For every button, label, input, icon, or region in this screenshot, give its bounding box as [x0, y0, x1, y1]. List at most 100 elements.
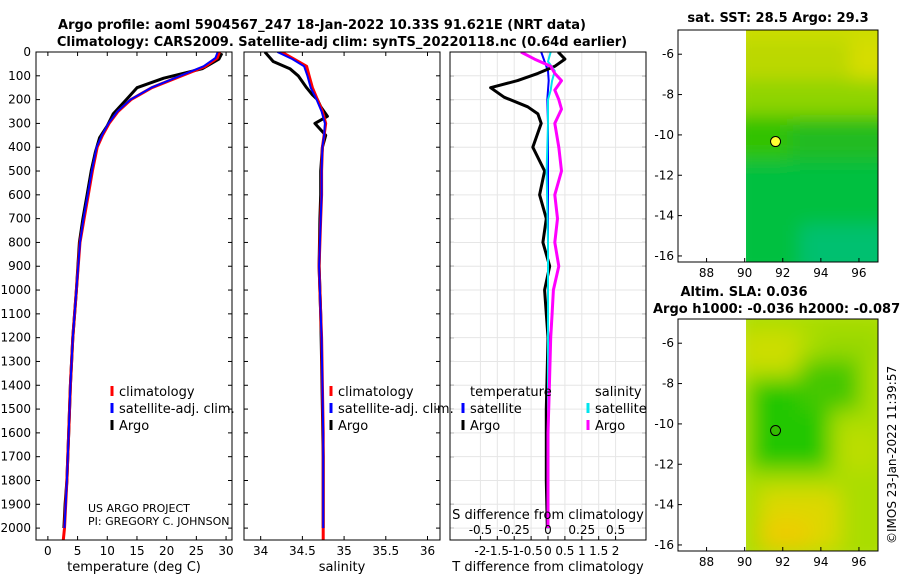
- map-lat-tick-label: -14: [654, 209, 674, 223]
- temperature-tick-label: 25: [189, 544, 204, 558]
- depth-tick-label: 700: [8, 212, 31, 226]
- sst-map-image: [746, 30, 878, 262]
- series-line-s-argo: [520, 52, 563, 529]
- credit-pi: PI: GREGORY C. JOHNSON: [88, 515, 229, 528]
- map-lat-tick-label: -12: [654, 168, 674, 182]
- salinity-series: [263, 52, 329, 540]
- map-no-data-area: [678, 319, 745, 551]
- difference-tick-label: -1.5: [486, 544, 509, 558]
- difference-tick-label: -1: [508, 544, 520, 558]
- map-lon-tick-label: 96: [851, 266, 866, 280]
- sla-map-image: [746, 319, 878, 551]
- sst-map-frame: [677, 29, 879, 263]
- map-lat-tick-label: -16: [654, 249, 674, 263]
- map-lat-tick-label: -10: [654, 128, 674, 142]
- map-lat-tick-label: -6: [662, 336, 674, 350]
- sla-map-subtitle: Argo h1000: -0.036 h2000: -0.087: [653, 302, 900, 317]
- depth-tick-label: 500: [8, 164, 31, 178]
- difference-s-tick-label: 0.25: [568, 523, 595, 537]
- difference-tick-label: -2: [474, 544, 486, 558]
- map-lon-tick-label: 88: [699, 555, 714, 569]
- depth-tick-label: 1100: [0, 307, 31, 321]
- legend-label-t-argo: Argo: [470, 419, 500, 434]
- temperature-x-axis: 0 5 10 15 20 25 30: [44, 52, 234, 558]
- title-line-1: Argo profile: aoml 5904567_247 18-Jan-20…: [58, 18, 586, 33]
- title-line-2: Climatology: CARS2009. Satellite-adj cli…: [57, 35, 627, 50]
- depth-tick-label: 2000: [0, 521, 31, 535]
- temperature-tick-label: 15: [129, 544, 144, 558]
- temperature-tick-label: 30: [218, 544, 233, 558]
- series-line-climatology: [280, 52, 328, 540]
- series-line-argo: [62, 52, 224, 529]
- difference-s-tick-label: 0: [544, 523, 552, 537]
- series-line-argo: [263, 52, 329, 529]
- salinity-tick-label: 35: [336, 544, 351, 558]
- legend-label-argo: Argo: [119, 419, 149, 434]
- map-lat-tick-label: -6: [662, 47, 674, 61]
- legend-label-climatology: climatology: [338, 385, 414, 400]
- salinity-tick-label: 35.5: [372, 544, 399, 558]
- depth-tick-label: 1900: [0, 497, 31, 511]
- sst-map-axes: 88 90 92 94 96 -6 -8 -10 -12 -14 -16: [654, 30, 867, 280]
- difference-s-tick-label: -0.25: [499, 523, 530, 537]
- depth-tick-label: 1300: [0, 354, 31, 368]
- sla-map-frame: [677, 318, 879, 552]
- legend-label-s-satellite: satellite: [595, 402, 647, 417]
- legend-label-t-satellite: satellite: [470, 402, 522, 417]
- series-line-satellite-adj-clim-: [276, 52, 326, 529]
- legend-title-salinity: salinity: [595, 385, 642, 400]
- map-lon-tick-label: 90: [737, 266, 752, 280]
- difference-tick-label: -0.5: [519, 544, 542, 558]
- map-lon-tick-label: 96: [851, 555, 866, 569]
- map-lat-tick-label: -12: [654, 457, 674, 471]
- difference-s-tick-label: 0.5: [606, 523, 625, 537]
- difference-panel: -2 -1.5 -1 -0.5 0 0.5 1 1.5 2 -0.5 -0.25 0 0.25 0.5 …: [449, 51, 647, 575]
- depth-tick-label: 1200: [0, 331, 31, 345]
- timestamp: ©IMOS 23-Jan-2022 11:39:57: [885, 366, 899, 544]
- depth-tick-label: 1000: [0, 283, 31, 297]
- difference-tick-label: 1: [578, 544, 586, 558]
- series-line-climatology: [61, 52, 221, 540]
- salinity-x-axis: 34 34.5 35 35.5 36: [253, 52, 435, 558]
- map-lon-tick-label: 92: [775, 555, 790, 569]
- map-lat-tick-label: -14: [654, 498, 674, 512]
- series-line-satellite-adj-clim-: [63, 52, 219, 529]
- map-lat-tick-label: -8: [662, 377, 674, 391]
- map-lat-tick-label: -8: [662, 88, 674, 102]
- salinity-legend: climatology satellite-adj. clim. Argo: [329, 385, 454, 434]
- map-lon-tick-label: 92: [775, 266, 790, 280]
- difference-s-label: S difference from climatology: [452, 508, 644, 523]
- legend-label-argo: Argo: [338, 419, 368, 434]
- depth-tick-label: 600: [8, 188, 31, 202]
- depth-tick-label: 1500: [0, 402, 31, 416]
- legend-label-climatology: climatology: [119, 385, 195, 400]
- depth-tick-label: 1400: [0, 378, 31, 392]
- depth-tick-label: 200: [8, 93, 31, 107]
- depth-tick-label: 1800: [0, 473, 31, 487]
- difference-legend: temperature salinity satellite Argo sate…: [461, 385, 647, 434]
- temperature-tick-label: 10: [100, 544, 115, 558]
- map-lat-tick-label: -10: [654, 417, 674, 431]
- depth-tick-label: 400: [8, 140, 31, 154]
- difference-s-tick-label: -0.5: [469, 523, 492, 537]
- difference-tick-label: 0.5: [555, 544, 574, 558]
- difference-series: [450, 52, 646, 540]
- temperature-tick-label: 0: [44, 544, 52, 558]
- difference-tick-label: 1.5: [589, 544, 608, 558]
- map-lon-tick-label: 94: [813, 266, 828, 280]
- temperature-tick-label: 20: [159, 544, 174, 558]
- depth-tick-label: 100: [8, 69, 31, 83]
- depth-tick-label: 800: [8, 235, 31, 249]
- sla-map-panel: Altim. SLA: 0.036 Argo h1000: -0.036 h20…: [653, 285, 900, 569]
- temperature-x-label: temperature (deg C): [67, 560, 201, 575]
- map-no-data-area: [678, 30, 745, 262]
- salinity-panel: 34 34.5 35 35.5 36 salinity climatology sate…: [243, 51, 454, 575]
- sst-argo-marker: [770, 136, 782, 148]
- map-lon-tick-label: 94: [813, 555, 828, 569]
- legend-label-s-argo: Argo: [595, 419, 625, 434]
- depth-tick-label: 900: [8, 259, 31, 273]
- legend-label-satellite-adj: satellite-adj. clim.: [119, 402, 235, 417]
- difference-x-label: T difference from climatology: [451, 560, 644, 575]
- depth-tick-label: 1600: [0, 426, 31, 440]
